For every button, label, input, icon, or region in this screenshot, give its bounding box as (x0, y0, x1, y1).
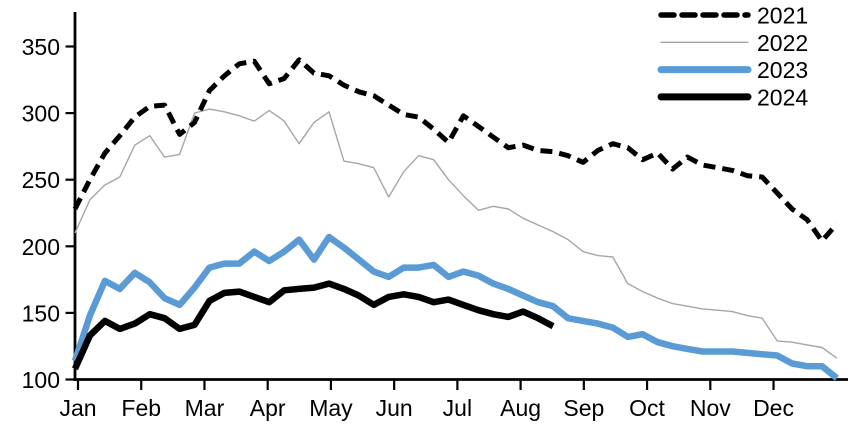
legend-label-2023: 2023 (757, 57, 808, 83)
y-tick-label: 250 (22, 167, 60, 193)
axes (65, 12, 848, 390)
x-tick-label-apr: Apr (250, 395, 286, 421)
tick-labels: 100 150 200 250 300 350 Jan Feb Mar Apr May Jun Jul A… (22, 34, 794, 421)
x-tick-label-jul: Jul (443, 395, 472, 421)
legend-label-2024: 2024 (757, 84, 808, 110)
x-tick-label-dec: Dec (753, 395, 794, 421)
y-tick-label: 300 (22, 101, 60, 127)
x-tick-label-feb: Feb (121, 395, 161, 421)
x-tick-label-oct: Oct (629, 395, 665, 421)
x-tick-label-mar: Mar (185, 395, 225, 421)
x-tick-label-sep: Sep (563, 395, 604, 421)
x-tick-label-aug: Aug (500, 395, 541, 421)
legend-label-2022: 2022 (757, 30, 808, 56)
series-lines (71, 57, 839, 381)
series-line-2023 (71, 233, 839, 381)
x-tick-label-jun: Jun (376, 395, 413, 421)
x-tick-label-nov: Nov (690, 395, 731, 421)
x-tick-label-may: May (309, 395, 353, 421)
y-tick-label: 350 (22, 34, 60, 60)
series-line-2022 (74, 108, 838, 359)
series-line-2024 (72, 280, 555, 371)
y-tick-label: 200 (22, 234, 60, 260)
y-tick-label: 100 (22, 367, 60, 393)
y-tick-label: 150 (22, 300, 60, 326)
x-tick-label-jan: Jan (59, 395, 96, 421)
legend-label-2021: 2021 (757, 3, 808, 29)
series-line-2021 (72, 57, 839, 244)
